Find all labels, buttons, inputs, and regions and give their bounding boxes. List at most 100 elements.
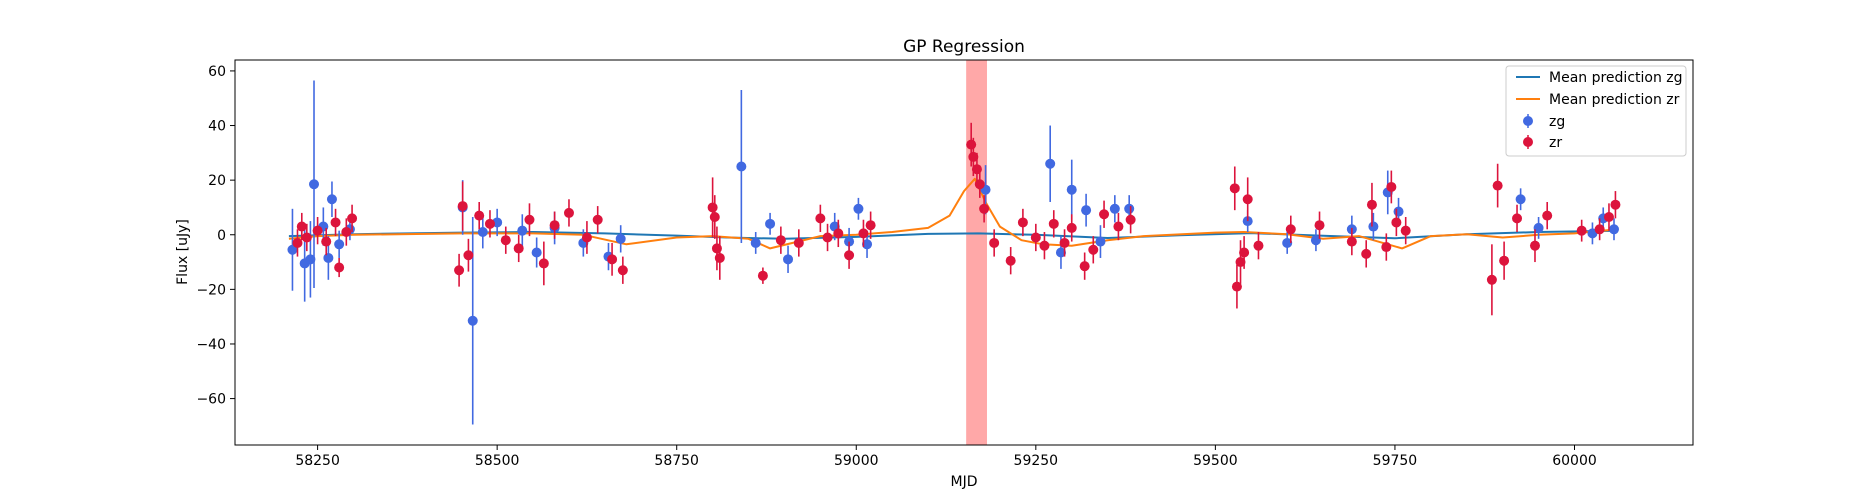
data-point bbox=[783, 254, 793, 264]
x-tick-label: 58750 bbox=[654, 453, 699, 469]
y-tick-label: 0 bbox=[217, 228, 226, 244]
data-point bbox=[815, 213, 825, 223]
data-point bbox=[1530, 241, 1540, 251]
data-point bbox=[1243, 194, 1253, 204]
data-point bbox=[866, 220, 876, 230]
legend-label-zg: zg bbox=[1549, 114, 1565, 130]
data-point bbox=[1099, 209, 1109, 219]
data-point bbox=[1347, 237, 1357, 247]
x-tick-label: 59750 bbox=[1373, 453, 1418, 469]
data-point bbox=[1124, 204, 1134, 214]
data-point bbox=[979, 204, 989, 214]
data-point bbox=[321, 237, 331, 247]
data-point bbox=[708, 202, 718, 212]
data-point bbox=[1391, 217, 1401, 227]
data-point bbox=[1253, 241, 1263, 251]
legend-label-zr-line: Mean prediction zr bbox=[1549, 92, 1680, 108]
data-point bbox=[501, 235, 511, 245]
data-point bbox=[833, 228, 843, 238]
data-point bbox=[1286, 224, 1296, 234]
data-point bbox=[564, 208, 574, 218]
y-tick-label: −60 bbox=[196, 392, 226, 408]
data-point bbox=[853, 204, 863, 214]
data-point bbox=[966, 140, 976, 150]
data-point bbox=[1609, 224, 1619, 234]
data-point bbox=[975, 179, 985, 189]
x-tick-label: 60000 bbox=[1552, 453, 1597, 469]
data-point bbox=[517, 226, 527, 236]
data-point bbox=[1542, 211, 1552, 221]
y-tick-label: 20 bbox=[208, 173, 226, 189]
data-point bbox=[844, 250, 854, 260]
legend: Mean prediction zg Mean prediction zr zg… bbox=[1506, 66, 1686, 156]
data-point bbox=[292, 238, 302, 248]
data-point bbox=[1067, 185, 1077, 195]
data-point bbox=[765, 219, 775, 229]
data-point bbox=[593, 215, 603, 225]
data-point bbox=[539, 258, 549, 268]
data-point bbox=[1067, 223, 1077, 233]
data-point bbox=[1368, 222, 1378, 232]
data-point bbox=[341, 227, 351, 237]
data-point bbox=[1512, 213, 1522, 223]
data-point bbox=[1045, 159, 1055, 169]
legend-label-zr: zr bbox=[1549, 135, 1562, 151]
data-point bbox=[454, 265, 464, 275]
x-axis-label: MJD bbox=[951, 474, 978, 490]
data-point bbox=[1516, 194, 1526, 204]
data-point bbox=[323, 253, 333, 263]
x-tick-label: 58250 bbox=[295, 453, 340, 469]
data-point bbox=[1595, 224, 1605, 234]
data-point bbox=[1610, 200, 1620, 210]
data-point bbox=[524, 215, 534, 225]
data-point bbox=[1487, 275, 1497, 285]
data-point bbox=[514, 243, 524, 253]
data-point bbox=[751, 238, 761, 248]
data-point bbox=[823, 232, 833, 242]
data-point bbox=[485, 219, 495, 229]
data-point bbox=[1049, 219, 1059, 229]
data-point bbox=[550, 220, 560, 230]
data-point bbox=[989, 238, 999, 248]
x-tick-label: 59250 bbox=[1014, 453, 1059, 469]
data-point bbox=[758, 271, 768, 281]
data-point bbox=[334, 263, 344, 273]
data-point bbox=[1386, 182, 1396, 192]
data-point bbox=[1095, 237, 1105, 247]
data-point bbox=[347, 213, 357, 223]
data-point bbox=[736, 161, 746, 171]
data-point bbox=[1394, 207, 1404, 217]
data-point bbox=[1493, 181, 1503, 191]
data-point bbox=[1315, 220, 1325, 230]
y-tick-label: 60 bbox=[208, 64, 226, 80]
highlight-band bbox=[966, 60, 987, 445]
data-point bbox=[302, 232, 312, 242]
data-point bbox=[1006, 256, 1016, 266]
y-tick-label: 40 bbox=[208, 119, 226, 135]
data-point bbox=[309, 179, 319, 189]
data-point bbox=[463, 250, 473, 260]
data-point bbox=[1031, 232, 1041, 242]
legend-swatch-zr-marker bbox=[1523, 137, 1533, 147]
data-point bbox=[1230, 183, 1240, 193]
data-point bbox=[1361, 249, 1371, 259]
data-point bbox=[327, 194, 337, 204]
data-point bbox=[1080, 261, 1090, 271]
data-point bbox=[1604, 212, 1614, 222]
data-point bbox=[1381, 242, 1391, 252]
data-point bbox=[616, 234, 626, 244]
data-point bbox=[1499, 256, 1509, 266]
data-point bbox=[794, 238, 804, 248]
y-tick-label: −40 bbox=[196, 337, 226, 353]
plot-area bbox=[235, 60, 1693, 445]
data-point bbox=[582, 232, 592, 242]
x-tick-label: 59000 bbox=[834, 453, 879, 469]
data-point bbox=[776, 235, 786, 245]
data-point bbox=[1577, 226, 1587, 236]
data-point bbox=[331, 217, 341, 227]
data-point bbox=[1239, 248, 1249, 258]
data-point bbox=[618, 265, 628, 275]
x-tick-label: 58500 bbox=[475, 453, 520, 469]
data-point bbox=[334, 239, 344, 249]
data-point bbox=[532, 248, 542, 258]
